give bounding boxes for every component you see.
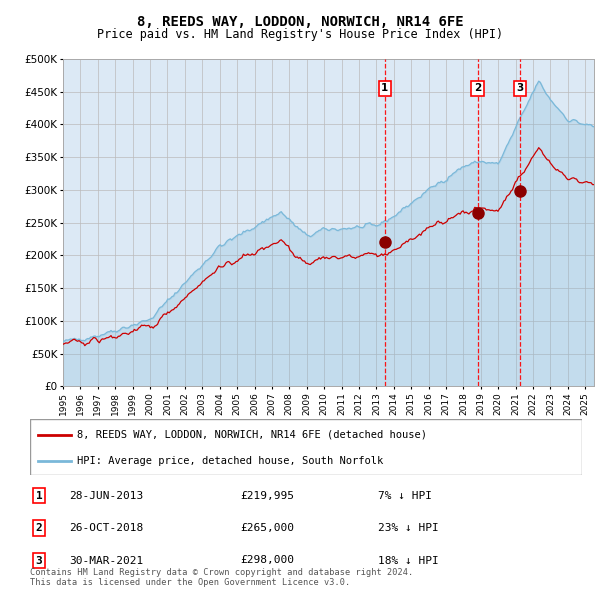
Text: 23% ↓ HPI: 23% ↓ HPI xyxy=(378,523,439,533)
Text: 2: 2 xyxy=(35,523,43,533)
Text: 3: 3 xyxy=(35,556,43,565)
Text: 30-MAR-2021: 30-MAR-2021 xyxy=(69,556,143,565)
Text: 3: 3 xyxy=(516,83,523,93)
Text: 1: 1 xyxy=(381,83,389,93)
Text: Contains HM Land Registry data © Crown copyright and database right 2024.
This d: Contains HM Land Registry data © Crown c… xyxy=(30,568,413,587)
Text: HPI: Average price, detached house, South Norfolk: HPI: Average price, detached house, Sout… xyxy=(77,456,383,466)
Text: 8, REEDS WAY, LODDON, NORWICH, NR14 6FE: 8, REEDS WAY, LODDON, NORWICH, NR14 6FE xyxy=(137,15,463,29)
Text: £298,000: £298,000 xyxy=(240,556,294,565)
Text: £219,995: £219,995 xyxy=(240,491,294,500)
Text: £265,000: £265,000 xyxy=(240,523,294,533)
Text: 26-OCT-2018: 26-OCT-2018 xyxy=(69,523,143,533)
Text: 18% ↓ HPI: 18% ↓ HPI xyxy=(378,556,439,565)
Text: 7% ↓ HPI: 7% ↓ HPI xyxy=(378,491,432,500)
Text: Price paid vs. HM Land Registry's House Price Index (HPI): Price paid vs. HM Land Registry's House … xyxy=(97,28,503,41)
Text: 2: 2 xyxy=(474,83,481,93)
Text: 8, REEDS WAY, LODDON, NORWICH, NR14 6FE (detached house): 8, REEDS WAY, LODDON, NORWICH, NR14 6FE … xyxy=(77,430,427,440)
Text: 28-JUN-2013: 28-JUN-2013 xyxy=(69,491,143,500)
Text: 1: 1 xyxy=(35,491,43,500)
